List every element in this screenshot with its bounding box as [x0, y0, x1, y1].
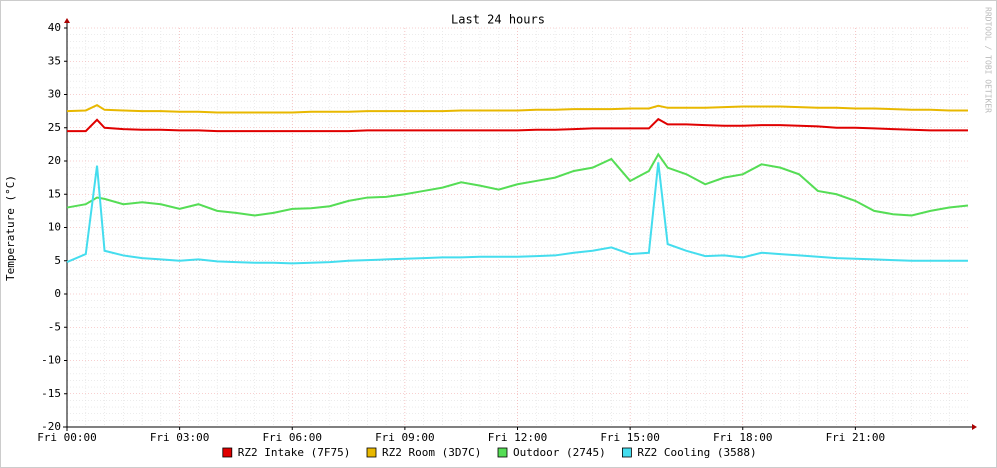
- line-series: [66, 104, 968, 114]
- x-tick-label: Fri 21:00: [826, 431, 886, 444]
- y-tick-label: 20: [48, 154, 61, 167]
- x-tick-label: Fri 03:00: [150, 431, 210, 444]
- legend-swatch: [497, 447, 508, 458]
- line-series: [67, 117, 968, 133]
- axis-arrow: [972, 424, 977, 430]
- chart-title: Last 24 hours: [451, 13, 545, 27]
- x-tick-label: Fri 00:00: [37, 431, 97, 444]
- y-tick-label: -10: [41, 354, 61, 367]
- x-tick-label: Fri 09:00: [375, 431, 435, 444]
- x-tick-label: Fri 15:00: [600, 431, 660, 444]
- y-tick-label: 30: [48, 88, 61, 101]
- legend-label: RZ2 Cooling (3588): [637, 446, 756, 459]
- x-tick-label: Fri 18:00: [713, 431, 773, 444]
- x-tick-label: Fri 12:00: [488, 431, 548, 444]
- y-tick-label: 35: [48, 54, 61, 67]
- y-tick-label: 5: [54, 254, 61, 267]
- legend-swatch: [366, 447, 377, 458]
- x-tick-label: Fri 06:00: [262, 431, 322, 444]
- legend-swatch: [222, 447, 233, 458]
- y-tick-label: -5: [48, 320, 61, 333]
- legend-label: Outdoor (2745): [513, 446, 606, 459]
- y-tick-label: 25: [48, 121, 61, 134]
- y-tick-label: -15: [41, 387, 61, 400]
- watermark: RRDTOOL / TOBI OETIKER: [984, 7, 993, 113]
- y-tick-label: 0: [54, 287, 61, 300]
- axis-arrow: [64, 18, 70, 23]
- legend-swatch: [622, 447, 632, 458]
- y-tick-label: 10: [48, 221, 61, 234]
- y-tick-label: -20: [41, 420, 61, 433]
- line-series: [66, 152, 969, 217]
- y-axis-label: Temperature (°C): [4, 175, 17, 281]
- legend-label: RZ2 Intake (7F75): [238, 446, 351, 459]
- y-tick-label: 40: [48, 21, 61, 34]
- y-tick-label: 15: [48, 187, 61, 200]
- legend-label: RZ2 Room (3D7C): [382, 446, 481, 459]
- line-series: [66, 162, 968, 265]
